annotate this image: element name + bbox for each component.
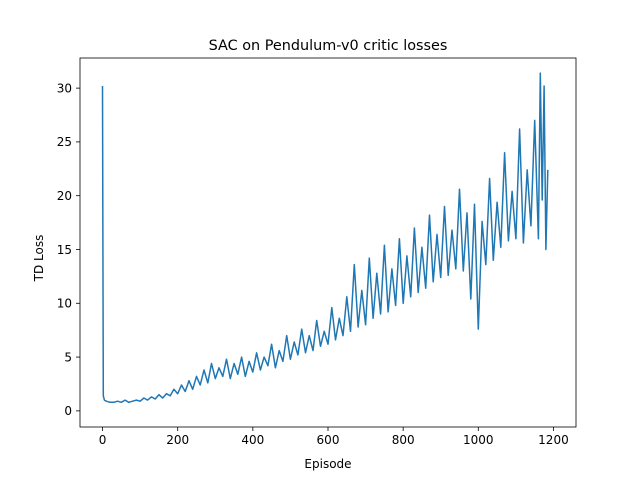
chart-title: SAC on Pendulum-v0 critic losses <box>209 38 448 54</box>
y-tick-label: 25 <box>57 135 72 149</box>
x-tick-label: 1200 <box>538 433 569 447</box>
y-tick-label: 20 <box>57 189 72 203</box>
x-tick-label: 200 <box>166 433 189 447</box>
x-tick-label: 1000 <box>463 433 494 447</box>
series-line-0 <box>101 72 549 404</box>
y-axis-label: TD Loss <box>32 235 46 283</box>
x-tick-label: 0 <box>99 433 107 447</box>
plot-area: 0 200 400 600 800 1000 1200 0 5 10 15 20 25 30 <box>57 57 577 447</box>
y-tick-label: 30 <box>57 81 72 95</box>
x-tick-label: 800 <box>392 433 415 447</box>
y-tick-label: 15 <box>57 243 72 257</box>
x-tick-label: 400 <box>241 433 264 447</box>
y-tick-label: 0 <box>64 404 72 418</box>
y-tick-label: 5 <box>64 350 72 364</box>
x-axis-label: Episode <box>304 457 351 471</box>
y-tick-label: 10 <box>57 297 72 311</box>
x-tick-label: 600 <box>317 433 340 447</box>
